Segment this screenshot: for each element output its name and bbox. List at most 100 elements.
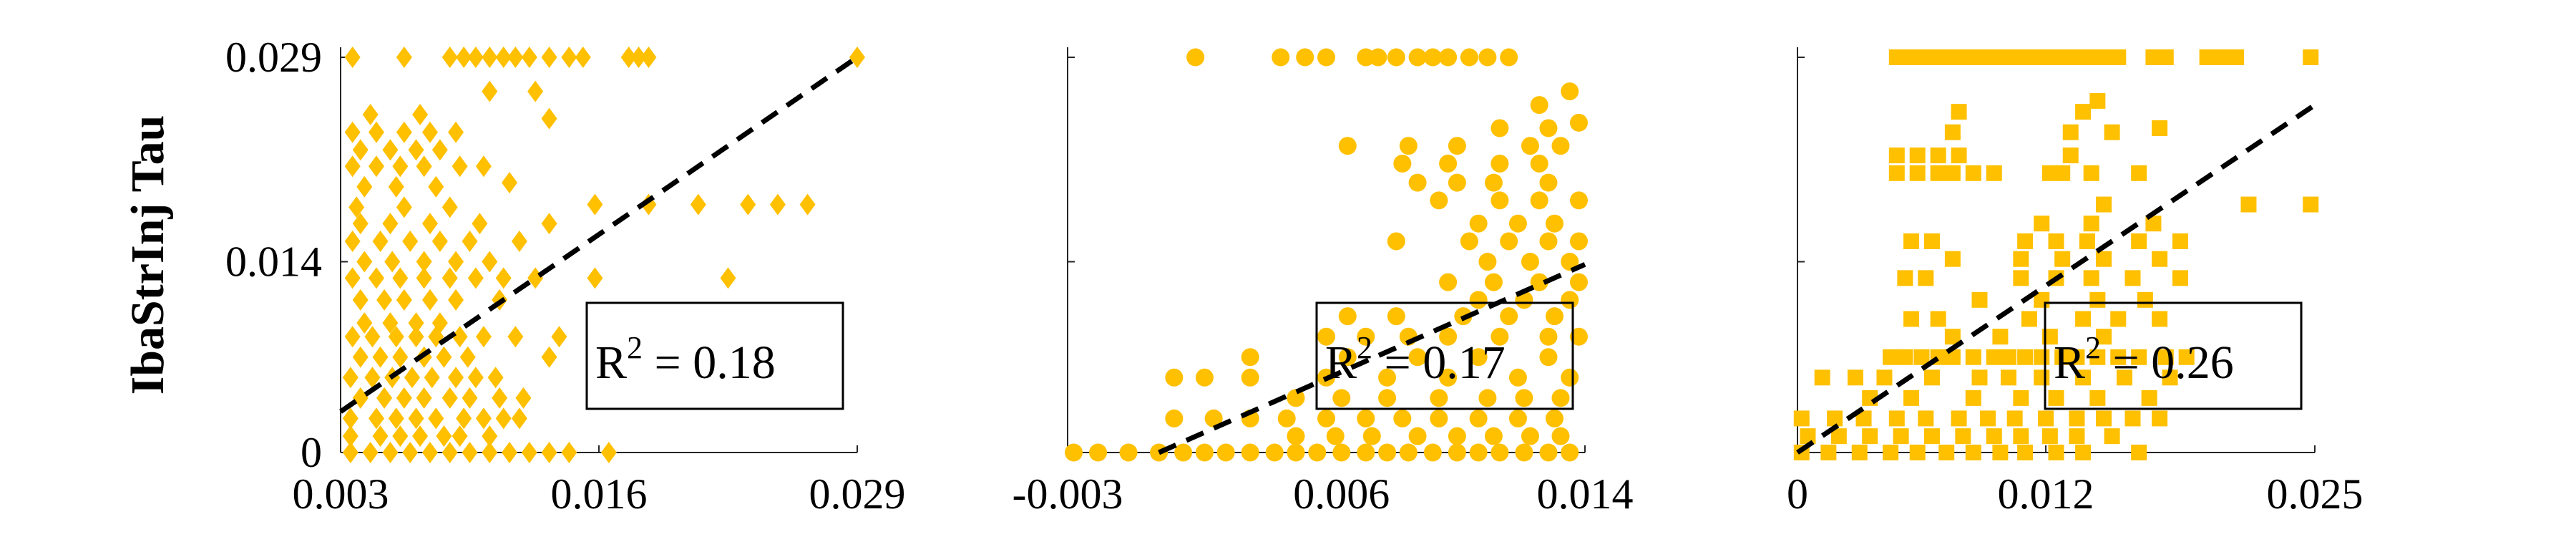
- data-point: [1539, 348, 1558, 367]
- data-point: [364, 326, 381, 348]
- data-point: [511, 230, 527, 252]
- data-point: [2069, 410, 2085, 427]
- r-squared-box: [585, 301, 844, 410]
- data-point: [1521, 427, 1539, 445]
- data-point: [1357, 443, 1375, 462]
- data-point: [482, 47, 498, 68]
- data-point: [769, 193, 786, 216]
- x-tick-label: 0: [1787, 470, 1808, 518]
- data-point: [431, 230, 448, 252]
- data-point: [482, 80, 498, 102]
- data-point: [408, 312, 424, 334]
- data-point: [448, 367, 464, 389]
- data-point: [368, 407, 384, 430]
- data-point: [344, 155, 361, 178]
- data-point: [2145, 49, 2162, 65]
- data-point: [352, 346, 369, 368]
- data-point: [1484, 173, 1503, 192]
- data-point: [1851, 445, 1868, 460]
- data-point: [1909, 165, 1926, 181]
- data-point: [2096, 49, 2112, 65]
- data-point: [2013, 49, 2029, 65]
- data-point: [2000, 369, 2016, 386]
- data-point: [561, 442, 577, 463]
- data-point: [1408, 48, 1427, 67]
- data-point: [416, 155, 432, 178]
- data-point: [2013, 390, 2029, 406]
- data-point: [1539, 443, 1558, 462]
- data-point: [452, 425, 468, 448]
- r-squared-box: [2044, 301, 2303, 410]
- data-point: [1423, 48, 1442, 67]
- data-point: [495, 407, 512, 430]
- data-point: [2013, 251, 2029, 267]
- data-point: [1992, 445, 2009, 460]
- data-point: [1508, 368, 1527, 387]
- data-point: [1951, 410, 1967, 427]
- data-point: [2041, 49, 2058, 65]
- data-point: [1448, 173, 1466, 192]
- data-point: [2041, 428, 2058, 445]
- data-point: [342, 425, 358, 448]
- data-point: [1277, 409, 1296, 427]
- data-point: [2013, 270, 2029, 286]
- data-point: [2075, 445, 2092, 460]
- data-point: [344, 47, 361, 68]
- data-point: [396, 121, 412, 143]
- data-point: [448, 289, 464, 311]
- data-point: [1909, 147, 1926, 164]
- data-point: [356, 175, 373, 198]
- r-squared-prefix: R: [2054, 337, 2085, 389]
- data-point: [2141, 390, 2157, 406]
- data-point: [1338, 137, 1357, 155]
- x-tick-label: 0.025: [2267, 470, 2363, 518]
- data-point: [352, 139, 369, 161]
- data-point: [1847, 369, 1863, 386]
- data-point: [587, 267, 603, 289]
- data-point: [2089, 291, 2106, 308]
- data-point: [1326, 427, 1345, 445]
- data-point: [1971, 291, 1988, 308]
- data-point: [1308, 443, 1327, 462]
- data-point: [352, 289, 369, 311]
- data-point: [475, 155, 492, 178]
- data-point: [740, 193, 756, 216]
- data-point: [1491, 191, 1509, 210]
- data-point: [352, 213, 369, 235]
- data-point: [507, 47, 524, 68]
- data-point: [720, 267, 736, 289]
- data-point: [441, 442, 458, 463]
- data-point: [1814, 369, 1830, 386]
- data-point: [421, 213, 438, 235]
- data-point: [342, 367, 358, 389]
- data-point: [412, 425, 429, 448]
- data-point: [1545, 409, 1563, 427]
- data-point: [1561, 82, 1579, 101]
- data-point: [421, 121, 438, 143]
- data-point: [467, 267, 484, 289]
- data-point: [1545, 214, 1563, 233]
- data-point: [521, 442, 537, 463]
- r-squared-value: = 0.18: [643, 337, 776, 389]
- data-point: [2137, 291, 2153, 308]
- data-point: [1165, 409, 1184, 427]
- data-point: [402, 442, 419, 463]
- data-point: [2213, 49, 2230, 65]
- data-point: [1491, 154, 1509, 173]
- data-point: [1944, 49, 1961, 65]
- data-point: [2131, 445, 2147, 460]
- data-point: [448, 251, 464, 273]
- data-point: [482, 251, 498, 273]
- data-point: [344, 121, 361, 143]
- data-point: [1515, 389, 1533, 407]
- data-point: [2048, 390, 2064, 406]
- data-point: [1944, 251, 1961, 267]
- data-point: [2075, 311, 2092, 327]
- data-point: [2006, 410, 2023, 427]
- data-point: [2152, 410, 2168, 427]
- r-squared-value: = 0.26: [2101, 337, 2234, 389]
- data-point: [482, 442, 498, 463]
- data-point: [1930, 311, 1946, 327]
- data-point: [2089, 92, 2106, 109]
- data-point: [1195, 368, 1214, 387]
